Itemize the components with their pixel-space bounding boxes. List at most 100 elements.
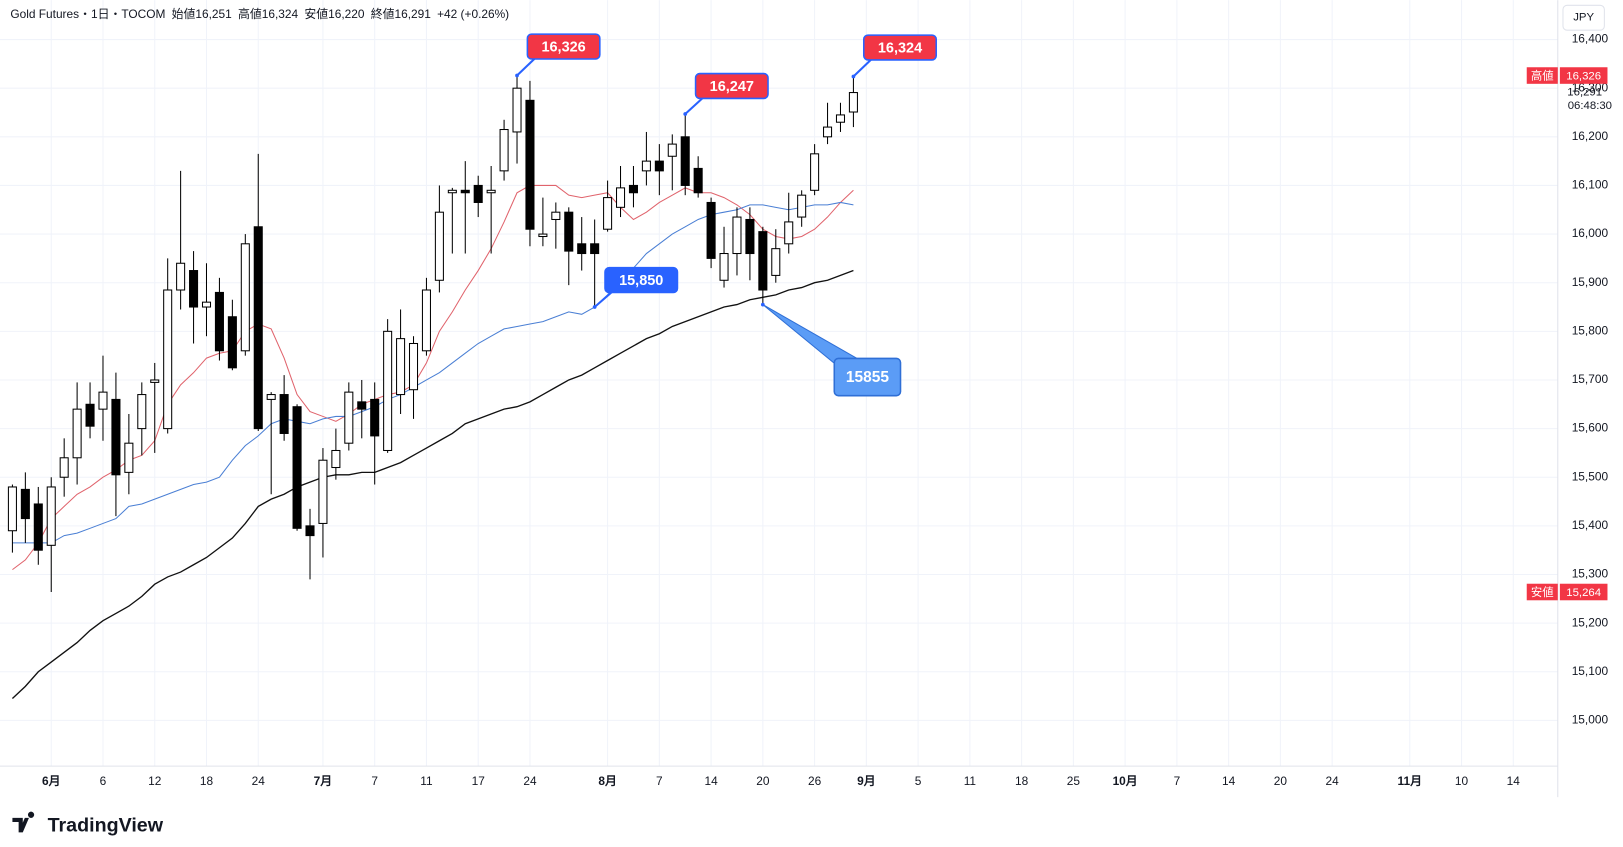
candle-body <box>279 394 289 434</box>
current-price: 16,291 <box>1567 87 1602 99</box>
y-tick-label: 15,000 <box>1572 713 1609 727</box>
callout-point <box>683 112 688 116</box>
x-tick-label: 24 <box>1326 774 1340 788</box>
candle-body <box>124 442 134 473</box>
candle-body <box>318 459 328 524</box>
y-tick-label: 16,000 <box>1572 226 1609 240</box>
candle-body <box>357 401 367 410</box>
callout-label: 16,326 <box>541 39 585 55</box>
header-item: +42 (+0.26%) <box>437 7 509 21</box>
x-tick-label: 25 <box>1067 774 1081 788</box>
candle-body <box>305 525 315 537</box>
y-tick-label: 15,300 <box>1572 567 1609 581</box>
candle-body <box>784 221 794 245</box>
candle-body <box>835 114 846 123</box>
x-tick-label: 24 <box>523 774 537 788</box>
candle-body <box>85 403 95 427</box>
callout-label: 15,850 <box>619 273 663 289</box>
candle-body <box>447 189 457 194</box>
candle-body <box>163 289 173 430</box>
candle-body <box>615 187 626 208</box>
candle-body <box>7 486 17 532</box>
candle-body <box>150 379 160 383</box>
callout-box <box>526 33 601 60</box>
candle-body <box>176 262 186 291</box>
y-tick-label: 16,100 <box>1572 178 1609 192</box>
candle-body <box>680 136 690 186</box>
x-tick-label: 11 <box>420 774 433 788</box>
candle-body <box>499 128 509 172</box>
x-tick-label: 14 <box>704 774 718 788</box>
callout-point <box>851 74 856 79</box>
candle-body <box>693 167 703 194</box>
y-tick-label: 15,200 <box>1572 615 1609 629</box>
price-tag-value: 15,264 <box>1566 587 1601 599</box>
candle-body <box>603 197 613 230</box>
candle-body <box>745 218 755 255</box>
candle-body <box>564 211 574 252</box>
x-tick-label: 11月 <box>1398 774 1422 788</box>
candle-body <box>654 160 664 172</box>
price-tag-badge <box>1559 583 1608 601</box>
callout-box <box>694 72 769 100</box>
countdown: 06:48:30 <box>1568 100 1612 112</box>
x-tick-label: 14 <box>1222 774 1236 788</box>
candle-body <box>253 226 263 430</box>
x-tick-label: 10 <box>1455 774 1469 788</box>
price-tag-badge <box>1526 583 1558 601</box>
price-tag-badge <box>1526 67 1558 84</box>
candle-body <box>590 243 600 255</box>
candle-body <box>525 99 535 230</box>
currency[interactable]: JPY <box>1573 12 1594 24</box>
candle-body <box>370 398 380 437</box>
header-item: Gold Futures・1日・TOCOM <box>10 7 165 21</box>
candle-body <box>421 289 431 352</box>
price-tag-value: 16,326 <box>1566 71 1601 83</box>
candle-body <box>292 406 302 529</box>
x-tick-label: 6月 <box>42 774 61 788</box>
candle-body <box>266 394 276 400</box>
header-item: 始値16,251 <box>172 7 233 21</box>
candle-body <box>551 211 561 221</box>
callout-label: 15855 <box>846 369 890 386</box>
x-tick-label: 24 <box>252 774 266 788</box>
callout-point <box>592 305 597 309</box>
callout-point <box>760 302 765 307</box>
callout-point <box>515 73 519 78</box>
candle-body <box>732 216 742 255</box>
candle-body <box>771 248 781 276</box>
x-tick-label: 7 <box>371 774 378 788</box>
candle-body <box>344 391 354 444</box>
candle-body <box>98 391 108 410</box>
candle-body <box>383 330 393 452</box>
candle-body <box>240 243 250 352</box>
x-tick-label: 18 <box>1015 774 1029 788</box>
x-tick-label: 14 <box>1507 774 1521 788</box>
candle-body <box>59 457 69 478</box>
candle-body <box>331 449 341 469</box>
candle-body <box>137 394 147 430</box>
price-tag-name: 安値 <box>1531 585 1554 599</box>
candle-body <box>20 488 30 520</box>
candle-body <box>577 243 587 255</box>
y-tick-label: 15,700 <box>1572 372 1609 386</box>
x-tick-label: 18 <box>200 774 214 788</box>
moving-average <box>11 269 854 700</box>
y-tick-label: 15,400 <box>1572 518 1609 532</box>
currency-button[interactable] <box>1562 4 1605 31</box>
y-tick-label: 16,300 <box>1572 80 1609 94</box>
candle-body <box>848 92 858 113</box>
header-item: 安値16,220 <box>304 7 365 21</box>
y-tick-label: 16,200 <box>1572 129 1609 143</box>
candle-body <box>396 338 406 396</box>
x-tick-label: 8月 <box>598 774 617 788</box>
callout-box <box>862 34 938 61</box>
candle-body <box>810 153 820 191</box>
header-item: 高値16,324 <box>238 7 299 21</box>
x-tick-label: 20 <box>756 774 770 788</box>
x-tick-label: 9月 <box>857 774 876 788</box>
candle-body <box>486 189 496 194</box>
logo-icon <box>12 811 35 833</box>
